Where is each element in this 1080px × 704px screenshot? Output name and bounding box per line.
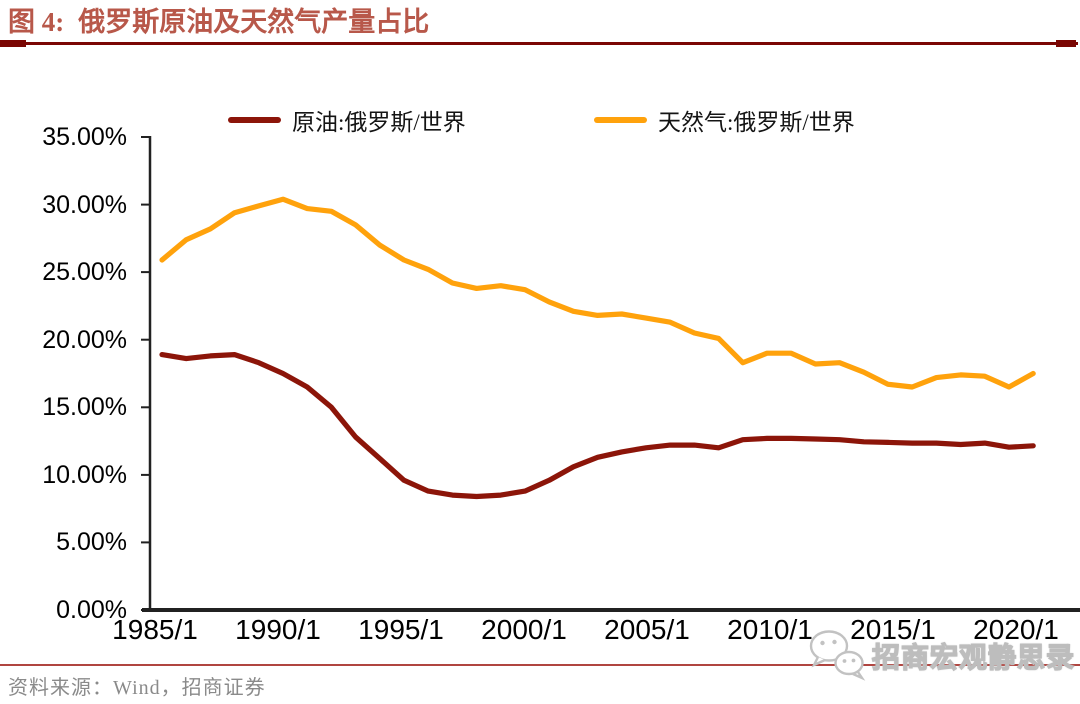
y-tick-label: 30.00%: [42, 191, 127, 219]
x-tick-label: 1985/1: [112, 614, 198, 645]
legend-label-oil: 原油:俄罗斯/世界: [292, 110, 466, 135]
legend-item-gas: 天然气:俄罗斯/世界: [594, 105, 855, 135]
footer-rule: [0, 664, 1080, 666]
y-tick-label: 15.00%: [42, 393, 127, 421]
gas-line-swatch: [594, 117, 647, 123]
figure-title-row: 图 4: 俄罗斯原油及天然气产量占比: [8, 5, 429, 39]
series-lines: [159, 196, 1036, 500]
y-tick-label: 25.00%: [42, 258, 127, 286]
header-rule: [0, 42, 1078, 45]
wechat-icon: [809, 630, 866, 681]
x-tick-label: 1990/1: [235, 614, 321, 645]
series-line-gas: [159, 196, 1036, 390]
x-tick-label: 2005/1: [604, 614, 690, 645]
source-note: 资料来源：Wind，招商证券: [8, 677, 266, 699]
x-axis: [142, 608, 1080, 612]
oil-line-swatch: [228, 117, 281, 123]
y-tick-label: 20.00%: [42, 326, 127, 354]
y-tick-label: 35.00%: [42, 123, 127, 151]
figure-title: 俄罗斯原油及天然气产量占比: [78, 7, 430, 37]
watermark: 招商宏观静思录: [804, 624, 1075, 682]
header-rule-right-cap: [1056, 40, 1076, 47]
x-tick-label: 1995/1: [358, 614, 444, 645]
figure-number-label: 图 4:: [8, 7, 65, 37]
x-tick-label: 2020/1: [973, 614, 1059, 645]
y-axis: [141, 136, 152, 612]
x-tick-label: 2015/1: [850, 614, 936, 645]
y-tick-label: 0.00%: [56, 596, 127, 624]
header-rule-left-cap: [0, 40, 26, 47]
x-tick-label: 2000/1: [481, 614, 567, 645]
y-tick-label: 10.00%: [42, 461, 127, 489]
series-line-oil: [159, 352, 1036, 500]
y-tick-label: 5.00%: [56, 528, 127, 556]
x-tick-label: 2010/1: [727, 614, 813, 645]
legend-label-gas: 天然气:俄罗斯/世界: [658, 110, 855, 135]
legend-item-oil: 原油:俄罗斯/世界: [228, 105, 466, 135]
watermark-text: 招商宏观静思录: [871, 642, 1076, 674]
